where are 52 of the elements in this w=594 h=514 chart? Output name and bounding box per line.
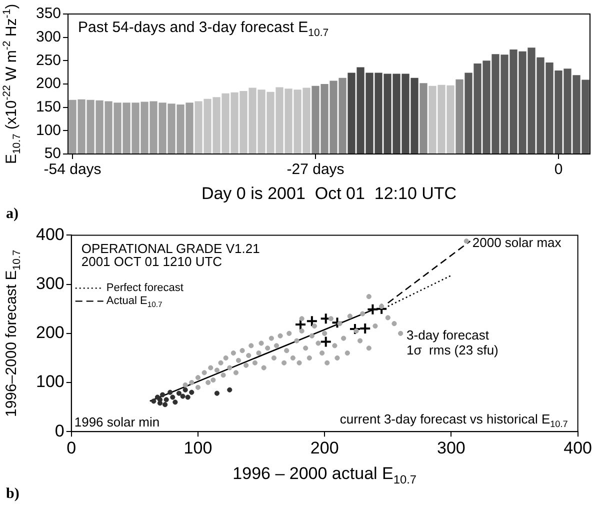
point — [348, 322, 361, 335]
point — [172, 400, 178, 405]
text: a) — [6, 205, 20, 223]
point — [170, 394, 176, 400]
point — [227, 387, 232, 392]
point — [366, 303, 379, 316]
y-tick-label: 150 — [36, 98, 62, 116]
text: 2001 OCT 01 1210 UTC — [81, 254, 222, 270]
x-tick-label: -54 days — [44, 161, 102, 178]
point — [168, 390, 173, 395]
point — [306, 315, 318, 328]
text: b) — [6, 485, 20, 503]
point — [162, 402, 168, 408]
point — [164, 397, 169, 402]
x-tick-label: 0 — [554, 161, 563, 178]
y-tick-label: 200 — [36, 323, 64, 342]
y-tick-label: 300 — [36, 28, 62, 46]
point — [214, 390, 220, 396]
annotation: 1996 solar min — [74, 414, 160, 430]
annotation: 3-day forecast 1σ rms (23 sfu) — [406, 327, 498, 358]
annotation: 2000 solar max — [472, 235, 562, 250]
point — [331, 316, 344, 329]
point — [189, 390, 194, 395]
x-tick-label: 200 — [310, 438, 339, 458]
point — [359, 322, 372, 334]
y-tick-label: 100 — [36, 122, 62, 139]
legend-label: Perfect forecast — [106, 282, 184, 294]
x-tick-label: 400 — [564, 438, 592, 458]
y-tick-label: 100 — [36, 372, 64, 392]
x-tick-label: 100 — [184, 438, 212, 458]
y-tick-label: 250 — [36, 52, 62, 69]
y-tick-label: 400 — [36, 224, 64, 244]
x-tick-label: 300 — [437, 438, 466, 458]
y-tick-label: 0 — [54, 421, 64, 440]
y-tick-label: 50 — [44, 145, 62, 162]
point — [182, 387, 188, 392]
point — [294, 318, 307, 331]
point — [320, 336, 332, 348]
point — [176, 390, 182, 396]
y-tick-label: 200 — [36, 75, 62, 92]
text: E10.7 (x10-22 W m-2 Hz-1) — [1, 4, 23, 164]
y-axis-title: 1996–2000 forecast E10.7 — [3, 250, 23, 418]
y-tick-label: 300 — [36, 274, 64, 293]
x-axis-title: Day 0 is 2001 Oct 01 12:10 UTC — [201, 184, 457, 203]
point — [151, 398, 156, 404]
text: OPERATIONAL GRADE V1.21 — [81, 241, 260, 256]
point — [160, 392, 166, 398]
point — [180, 394, 186, 399]
x-tick-label: -27 days — [286, 161, 344, 178]
y-tick-label: 350 — [36, 5, 62, 22]
x-tick-label: 0 — [66, 438, 76, 458]
point — [185, 394, 190, 400]
